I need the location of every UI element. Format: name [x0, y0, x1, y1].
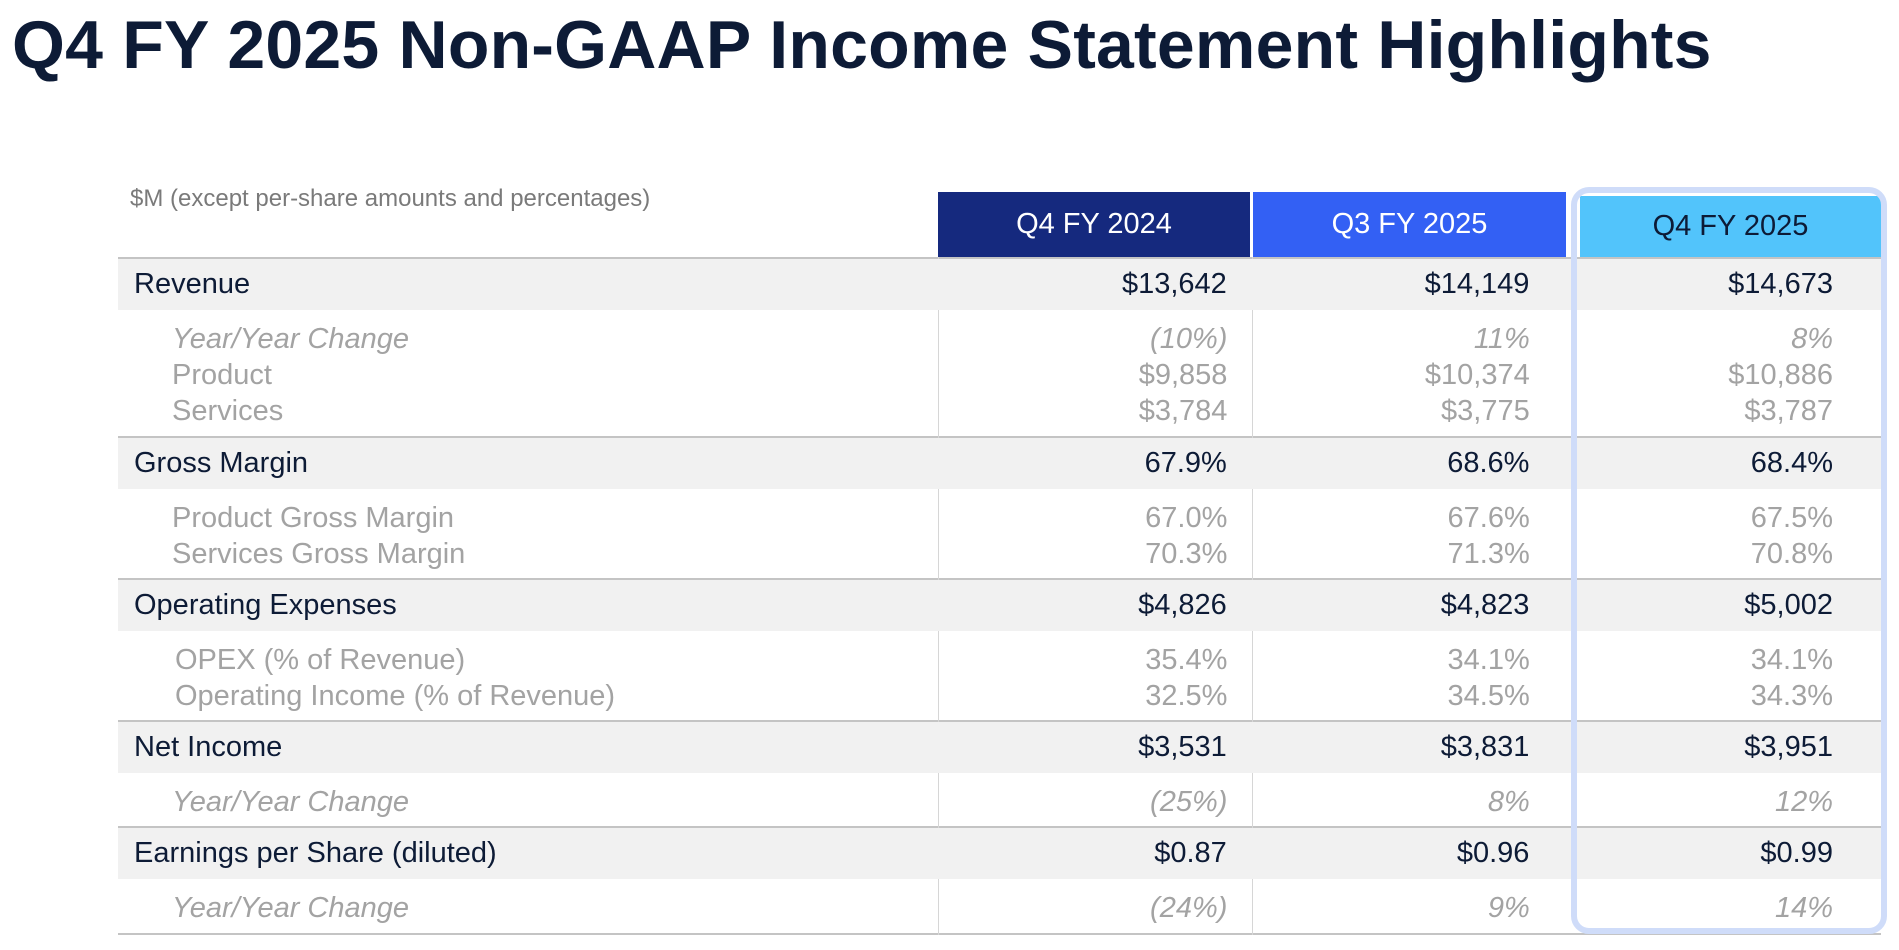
value-q3-fy2025: $4,823 — [1440, 589, 1530, 621]
table-row-revenue-yoy: Year/Year Change (10%) 11% 8% — [118, 321, 1881, 358]
value-q4-fy2025: 34.1% — [1750, 644, 1833, 676]
value-q4-fy2024: 67.9% — [1144, 447, 1227, 479]
value-q3-fy2025: 8% — [1487, 786, 1530, 818]
column-header-q4-fy2024: Q4 FY 2024 — [938, 192, 1250, 257]
value-q4-fy2024: $0.87 — [1154, 837, 1227, 869]
row-label: Net Income — [134, 731, 283, 763]
row-label: Gross Margin — [134, 447, 309, 479]
table-row-services-gross-margin: Services Gross Margin 70.3% 71.3% 70.8% — [118, 536, 1881, 573]
value-q4-fy2024: $3,784 — [1138, 395, 1228, 427]
value-q3-fy2025: 71.3% — [1447, 538, 1530, 570]
value-q4-fy2025: 67.5% — [1750, 502, 1834, 534]
row-label: Services — [172, 395, 284, 427]
row-label: Services Gross Margin — [172, 538, 466, 570]
row-label: Operating Expenses — [134, 589, 397, 621]
row-label: OPEX (% of Revenue) — [175, 644, 466, 676]
value-q4-fy2025: $5,002 — [1744, 589, 1833, 621]
value-q4-fy2025: 68.4% — [1750, 447, 1833, 479]
table-row-net-income: Net Income $3,531 $3,831 $3,951 — [118, 722, 1881, 773]
value-q4-fy2025: $14,673 — [1728, 268, 1833, 300]
row-label: Year/Year Change — [172, 786, 410, 818]
value-q4-fy2024: 70.3% — [1145, 538, 1228, 570]
row-label: Product Gross Margin — [172, 502, 455, 534]
value-q4-fy2025: $3,787 — [1744, 395, 1834, 427]
divider — [118, 933, 1881, 935]
row-label: Operating Income (% of Revenue) — [175, 680, 616, 712]
divider — [118, 578, 1881, 580]
value-q3-fy2025: $3,775 — [1441, 395, 1530, 427]
table-row-net-income-yoy: Year/Year Change (25%) 8% 12% — [118, 784, 1881, 821]
table-row-product: Product $9,858 $10,374 $10,886 — [118, 357, 1881, 394]
value-q4-fy2025: 70.8% — [1750, 538, 1834, 570]
divider — [118, 257, 1881, 259]
value-q4-fy2025: $0.99 — [1760, 837, 1833, 869]
value-q4-fy2024: $4,826 — [1138, 589, 1227, 621]
value-q4-fy2024: (10%) — [1150, 323, 1228, 355]
value-q4-fy2025: 14% — [1774, 892, 1834, 924]
value-q3-fy2025: $14,149 — [1424, 268, 1530, 300]
current-quarter-highlight — [1571, 187, 1887, 934]
value-q3-fy2025: 11% — [1473, 323, 1530, 355]
table-row-operating-income-pct: Operating Income (% of Revenue) 32.5% 34… — [118, 678, 1881, 715]
value-q4-fy2024: $3,531 — [1138, 731, 1227, 763]
table-row-opex-pct: OPEX (% of Revenue) 35.4% 34.1% 34.1% — [118, 642, 1881, 679]
divider — [118, 436, 1881, 438]
value-q3-fy2025: $0.96 — [1456, 837, 1530, 869]
value-q4-fy2025: 8% — [1791, 323, 1834, 355]
value-q3-fy2025: 9% — [1487, 892, 1530, 924]
value-q4-fy2024: 67.0% — [1145, 502, 1228, 534]
table-row-revenue: Revenue $13,642 $14,149 $14,673 — [118, 259, 1881, 310]
column-header-q3-fy2025: Q3 FY 2025 — [1253, 192, 1566, 257]
divider — [118, 826, 1881, 828]
value-q4-fy2025: $3,951 — [1744, 731, 1833, 763]
value-q4-fy2025: 12% — [1774, 786, 1834, 818]
column-header-q4-fy2025: Q4 FY 2025 — [1580, 196, 1881, 257]
value-q4-fy2024: $13,642 — [1121, 268, 1227, 300]
value-q4-fy2025: 34.3% — [1750, 680, 1833, 712]
value-q3-fy2025: $10,374 — [1424, 359, 1530, 391]
value-q4-fy2024: (24%) — [1150, 892, 1228, 924]
row-label: Year/Year Change — [172, 323, 410, 355]
table-row-eps: Earnings per Share (diluted) $0.87 $0.96… — [118, 828, 1881, 879]
table-row-gross-margin: Gross Margin 67.9% 68.6% 68.4% — [118, 438, 1881, 489]
table-row-services: Services $3,784 $3,775 $3,787 — [118, 393, 1881, 430]
row-label: Year/Year Change — [172, 892, 410, 924]
page-title: Q4 FY 2025 Non-GAAP Income Statement Hig… — [12, 7, 1712, 83]
units-note: $M (except per-share amounts and percent… — [130, 185, 651, 212]
value-q3-fy2025: 34.5% — [1447, 680, 1530, 712]
value-q3-fy2025: 68.6% — [1447, 447, 1530, 479]
value-q3-fy2025: 34.1% — [1447, 644, 1530, 676]
value-q3-fy2025: 67.6% — [1447, 502, 1530, 534]
value-q4-fy2024: (25%) — [1150, 786, 1228, 818]
table-row-eps-yoy: Year/Year Change (24%) 9% 14% — [118, 890, 1881, 927]
value-q4-fy2024: 32.5% — [1145, 680, 1228, 712]
divider — [118, 720, 1881, 722]
table-row-product-gross-margin: Product Gross Margin 67.0% 67.6% 67.5% — [118, 500, 1881, 537]
row-label: Revenue — [134, 268, 251, 300]
value-q4-fy2024: $9,858 — [1138, 359, 1228, 391]
row-label: Product — [172, 359, 272, 391]
value-q4-fy2025: $10,886 — [1728, 359, 1834, 391]
value-q3-fy2025: $3,831 — [1440, 731, 1530, 763]
value-q4-fy2024: 35.4% — [1145, 644, 1228, 676]
table-row-operating-expenses: Operating Expenses $4,826 $4,823 $5,002 — [118, 580, 1881, 631]
row-label: Earnings per Share (diluted) — [134, 837, 497, 869]
